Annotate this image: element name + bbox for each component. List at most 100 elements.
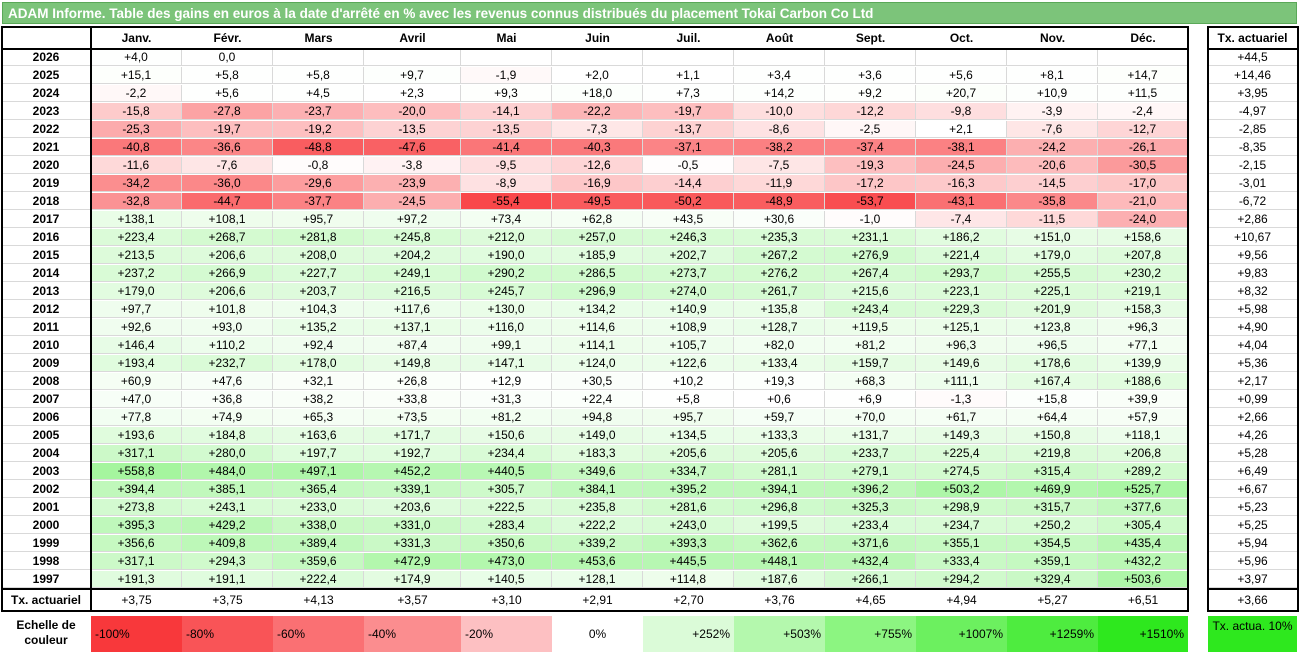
table-cell: +203,6: [364, 499, 461, 516]
table-cell: +350,6: [461, 535, 552, 552]
tx-cell: +10,67: [1208, 229, 1297, 246]
table-cell: -7,6: [1007, 121, 1098, 138]
table-cell: +281,6: [643, 499, 734, 516]
table-cell: +237,2: [91, 265, 182, 282]
table-cell: +331,3: [364, 535, 461, 552]
table-cell: +133,4: [734, 355, 825, 372]
table-cell: +119,5: [825, 319, 916, 336]
table-cell: +159,7: [825, 355, 916, 372]
table-cell: -11,5: [1007, 211, 1098, 228]
table-cell: +124,0: [552, 355, 643, 372]
table-cell: +105,7: [643, 337, 734, 354]
year-label: 2024: [2, 85, 90, 102]
table-cell: +221,4: [916, 247, 1007, 264]
table-cell: -47,6: [364, 139, 461, 156]
table-cell: +249,1: [364, 265, 461, 282]
month-header: Avril: [399, 31, 426, 45]
table-cell: +448,1: [734, 553, 825, 570]
year-label: 2022: [2, 121, 90, 138]
table-cell: +22,4: [552, 391, 643, 408]
table-cell: +3,4: [734, 67, 825, 84]
table-cell: +558,8: [91, 463, 182, 480]
table-cell: +5,8: [643, 391, 734, 408]
table-cell: +396,2: [825, 481, 916, 498]
table-cell: -41,4: [461, 139, 552, 156]
table-cell: +225,1: [1007, 283, 1098, 300]
footer-value: +2,70: [673, 593, 704, 607]
table-cell: +4,0: [91, 49, 182, 66]
table-cell: +57,9: [1098, 409, 1188, 426]
table-cell: +128,1: [552, 571, 643, 588]
table-cell: -20,6: [1007, 157, 1098, 174]
header-divider: [1207, 48, 1299, 50]
table-cell: +206,6: [182, 283, 273, 300]
table-cell: +203,7: [273, 283, 364, 300]
month-header: Févr.: [213, 31, 242, 45]
table-cell: +359,6: [273, 553, 364, 570]
table-cell: +163,6: [273, 427, 364, 444]
table-cell: +365,4: [273, 481, 364, 498]
table-cell: [273, 49, 364, 66]
table-cell: -43,1: [916, 193, 1007, 210]
table-cell: +99,1: [461, 337, 552, 354]
footer-divider: [1, 588, 1189, 590]
table-cell: +255,5: [1007, 265, 1098, 282]
table-cell: -7,3: [552, 121, 643, 138]
table-cell: +257,0: [552, 229, 643, 246]
table-cell: +339,2: [552, 535, 643, 552]
table-cell: +95,7: [643, 409, 734, 426]
table-cell: [461, 49, 552, 66]
table-cell: -13,5: [364, 121, 461, 138]
legend-swatch: +1510%: [1098, 616, 1188, 652]
table-cell: +503,6: [1098, 571, 1188, 588]
table-cell: -14,1: [461, 103, 552, 120]
table-cell: +435,4: [1098, 535, 1188, 552]
table-cell: +140,9: [643, 301, 734, 318]
table-cell: -37,4: [825, 139, 916, 156]
table-cell: +329,4: [1007, 571, 1098, 588]
table-cell: +92,4: [273, 337, 364, 354]
table-cell: +213,5: [91, 247, 182, 264]
table-cell: +377,6: [1098, 499, 1188, 516]
table-cell: +235,8: [552, 499, 643, 516]
month-header: Janv.: [121, 31, 152, 45]
tx-cell: +4,04: [1208, 337, 1297, 354]
table-cell: -12,6: [552, 157, 643, 174]
table-cell: -23,7: [273, 103, 364, 120]
year-label: 2015: [2, 247, 90, 264]
year-label: 2023: [2, 103, 90, 120]
table-cell: +30,5: [552, 373, 643, 390]
tx-cell: -3,01: [1208, 175, 1297, 192]
table-cell: +280,0: [182, 445, 273, 462]
footer-divider: [1207, 588, 1299, 590]
year-label: 2010: [2, 337, 90, 354]
tx-cell: +2,66: [1208, 409, 1297, 426]
table-cell: +47,6: [182, 373, 273, 390]
table-cell: +384,1: [552, 481, 643, 498]
table-cell: +4,5: [273, 85, 364, 102]
table-cell: +18,0: [552, 85, 643, 102]
table-cell: -16,9: [552, 175, 643, 192]
table-cell: +43,5: [643, 211, 734, 228]
table-cell: -48,9: [734, 193, 825, 210]
footer-value: +4,65: [855, 593, 886, 607]
table-cell: -19,7: [643, 103, 734, 120]
footer-value: +6,51: [1127, 593, 1159, 607]
table-cell: +208,0: [273, 247, 364, 264]
table-cell: +31,3: [461, 391, 552, 408]
table-cell: +10,9: [1007, 85, 1098, 102]
table-cell: +197,7: [273, 445, 364, 462]
table-cell: -10,0: [734, 103, 825, 120]
footer-value: +3,76: [764, 593, 795, 607]
table-cell: -40,3: [552, 139, 643, 156]
table-cell: +349,6: [552, 463, 643, 480]
table-cell: +440,5: [461, 463, 552, 480]
table-cell: +39,9: [1098, 391, 1188, 408]
table-cell: +108,1: [182, 211, 273, 228]
table-cell: -34,2: [91, 175, 182, 192]
table-cell: -9,5: [461, 157, 552, 174]
year-label: 2019: [2, 175, 90, 192]
table-cell: -20,0: [364, 103, 461, 120]
table-cell: +5,6: [182, 85, 273, 102]
table-cell: +245,7: [461, 283, 552, 300]
